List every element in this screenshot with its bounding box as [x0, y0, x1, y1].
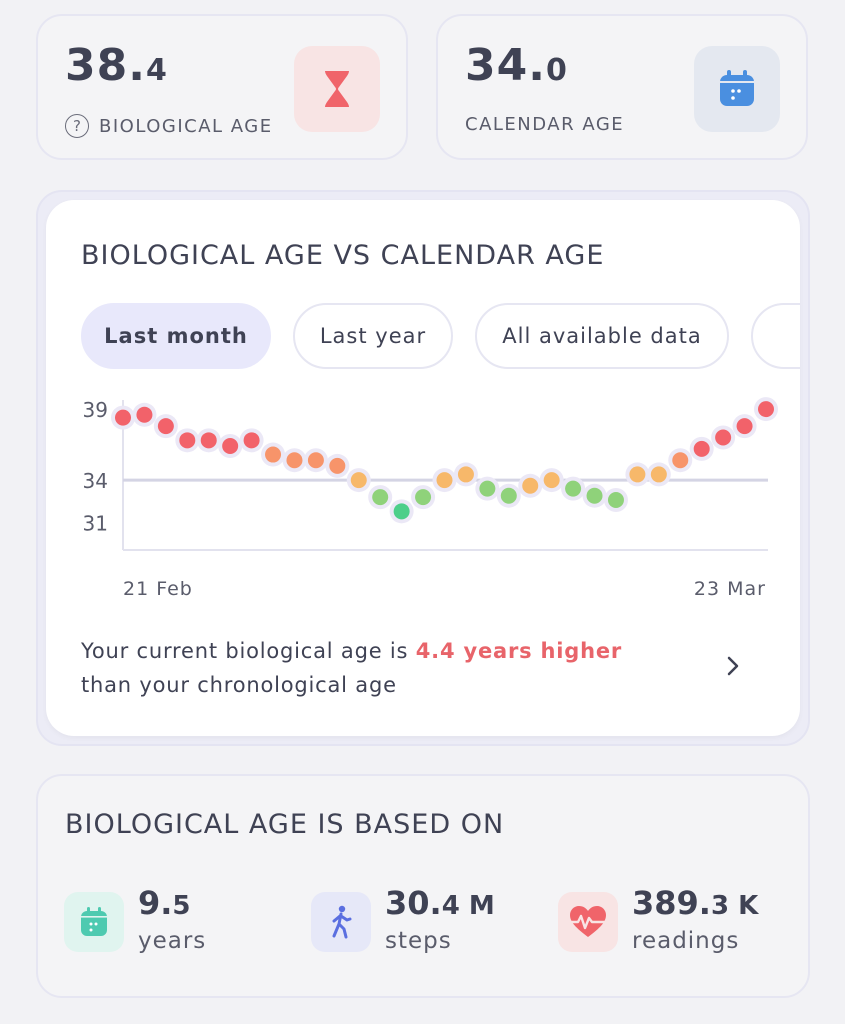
data-point — [179, 432, 196, 449]
calendar-icon — [64, 892, 124, 952]
hourglass-icon — [294, 46, 380, 132]
data-point — [693, 440, 710, 457]
data-point — [372, 489, 389, 506]
data-point — [307, 452, 324, 469]
data-point — [736, 418, 753, 435]
tab-more[interactable] — [751, 303, 800, 369]
summary-prefix: Your current biological age is — [81, 639, 416, 663]
data-point — [586, 487, 603, 504]
data-point — [200, 432, 217, 449]
data-point — [436, 472, 453, 489]
biological-age-label-row: ? BIOLOGICAL AGE — [65, 114, 273, 138]
data-point — [329, 457, 346, 474]
data-point — [286, 452, 303, 469]
calendar-age-card[interactable]: 34.0 CALENDAR AGE — [436, 14, 808, 160]
data-point — [715, 429, 732, 446]
based-on-title: BIOLOGICAL AGE IS BASED ON — [65, 809, 505, 840]
data-point — [650, 466, 667, 483]
metric-steps-value: 30.4 M — [385, 884, 495, 922]
y-tick-label: 31 — [83, 512, 108, 536]
data-point — [265, 446, 282, 463]
biological-age-value: 38.4 — [65, 40, 168, 91]
data-point — [222, 438, 239, 455]
data-point — [543, 472, 560, 489]
x-tick-label: 21 Feb — [123, 578, 193, 600]
chart-card-title: BIOLOGICAL AGE VS CALENDAR AGE — [81, 240, 605, 271]
data-point — [136, 406, 153, 423]
data-point — [157, 418, 174, 435]
bio-age-chart: 39 34 31 21 Feb 23 Mar — [83, 397, 778, 600]
metric-readings-value: 389.3 K — [632, 884, 759, 922]
data-point — [500, 487, 517, 504]
data-point — [758, 401, 774, 418]
bio-vs-calendar-panel: BIOLOGICAL AGE VS CALENDAR AGE Last mont… — [46, 200, 800, 736]
walking-person-icon — [311, 892, 371, 952]
data-point — [350, 472, 367, 489]
data-point — [522, 477, 539, 494]
metric-years-label: years — [138, 928, 207, 954]
data-point — [672, 452, 689, 469]
data-point — [243, 432, 260, 449]
y-tick-label: 39 — [83, 398, 108, 422]
calendar-age-label-row: CALENDAR AGE — [465, 114, 624, 135]
based-on-card: BIOLOGICAL AGE IS BASED ON 9.5 years 30.… — [36, 774, 810, 998]
data-point — [565, 480, 582, 497]
data-point — [479, 480, 496, 497]
x-tick-label: 23 Mar — [694, 578, 766, 600]
metric-steps-label: steps — [385, 928, 452, 954]
metric-steps: 30.4 M steps — [311, 884, 531, 960]
data-point — [415, 489, 432, 506]
chevron-right-icon[interactable] — [726, 654, 740, 684]
metric-years: 9.5 years — [64, 884, 284, 960]
calendar-age-value: 34.0 — [465, 40, 568, 91]
tab-all-available-data[interactable]: All available data — [475, 303, 729, 369]
summary-highlight: 4.4 years higher — [415, 639, 623, 663]
data-point — [115, 409, 131, 426]
biological-age-label: BIOLOGICAL AGE — [99, 115, 273, 137]
data-point — [629, 466, 646, 483]
data-point — [607, 491, 624, 508]
metric-readings-label: readings — [632, 928, 740, 954]
calendar-icon — [694, 46, 780, 132]
metric-readings: 389.3 K readings — [558, 884, 788, 960]
biological-age-card[interactable]: 38.4 ? BIOLOGICAL AGE — [36, 14, 408, 160]
summary-suffix: than your chronological age — [81, 673, 397, 697]
data-point — [393, 503, 410, 520]
metric-years-value: 9.5 — [138, 884, 191, 922]
summary-text: Your current biological age is 4.4 years… — [81, 634, 681, 702]
y-tick-label: 34 — [83, 469, 108, 493]
tab-last-month[interactable]: Last month — [81, 303, 271, 369]
calendar-age-label: CALENDAR AGE — [465, 114, 625, 135]
tab-last-year[interactable]: Last year — [293, 303, 453, 369]
heart-rate-icon — [558, 892, 618, 952]
data-point — [457, 466, 474, 483]
help-icon[interactable]: ? — [65, 114, 89, 138]
bio-vs-calendar-card: BIOLOGICAL AGE VS CALENDAR AGE Last mont… — [36, 190, 810, 746]
